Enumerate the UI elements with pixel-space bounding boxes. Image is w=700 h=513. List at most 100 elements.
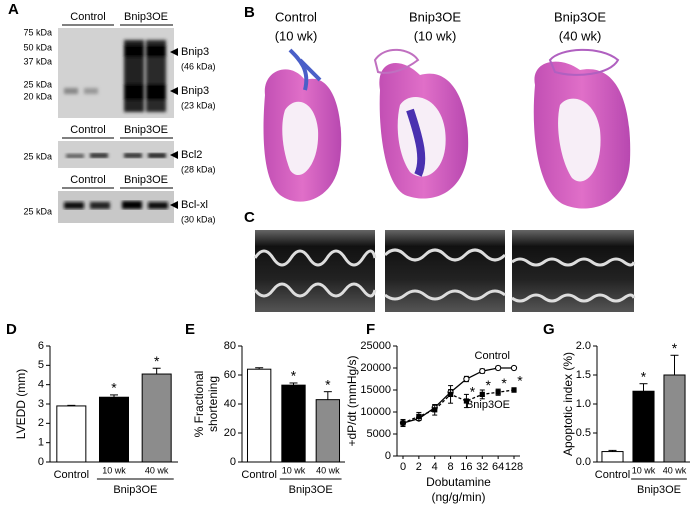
x-tick-label: 64 [492, 461, 504, 473]
section-title: Bnip3OE [409, 9, 461, 24]
x-tick-label: 8 [448, 461, 454, 473]
septum [406, 108, 426, 177]
marker [416, 413, 422, 419]
x-tick-label: 10 wk [632, 465, 656, 475]
group-label: Control [70, 124, 105, 136]
series-label: Bnip3OE [466, 399, 510, 411]
group-label: Bnip3OE [124, 124, 168, 136]
band-size: (46 kDa) [181, 61, 216, 71]
x-tick-label: Control [241, 469, 276, 481]
atrium [548, 48, 620, 76]
x-tick-label: Control [595, 469, 630, 481]
section-subtitle: (10 wk) [414, 28, 457, 43]
band-name: Bnip3 [181, 46, 209, 58]
bar [246, 368, 272, 463]
panel-label: F [366, 321, 375, 338]
significance: * [470, 384, 476, 400]
marker [495, 364, 502, 372]
x-tick-label: 40 wk [316, 465, 340, 475]
blot-bands [66, 153, 166, 158]
x-axis-label: (ng/g/min) [431, 490, 485, 504]
group-label: Bnip3OE [637, 484, 681, 496]
y-tick-label: 0.5 [576, 427, 591, 439]
marker-label: 20 kDa [23, 91, 52, 101]
y-tick-label: 2.0 [576, 340, 591, 352]
y-axis-label: Apoptotic index (%) [561, 352, 575, 456]
y-tick-label: 6 [38, 340, 44, 352]
ventricle [558, 98, 601, 182]
significance: * [325, 376, 331, 392]
marker [479, 391, 485, 397]
y-tick-label: 0 [38, 456, 44, 468]
band-name: Bcl2 [181, 149, 202, 161]
group-label: Bnip3OE [124, 174, 168, 186]
y-axis-label: shortening [206, 376, 220, 432]
y-tick-label: 60 [224, 369, 236, 381]
y-axis-label: LVEDD (mm) [14, 369, 28, 439]
y-tick-label: 0 [230, 456, 236, 468]
y-tick-label: 15000 [360, 384, 391, 396]
band-size: (23 kDa) [181, 100, 216, 110]
marker-label: 25 kDa [23, 79, 52, 89]
panel-label: C [244, 209, 255, 226]
panel-label: G [543, 321, 555, 338]
marker [463, 375, 470, 383]
marker-label: 25 kDa [23, 151, 52, 161]
marker-label: 75 kDa [23, 27, 52, 37]
y-tick-label: 80 [224, 340, 236, 352]
marker-label: 50 kDa [23, 42, 52, 52]
y-tick-label: 1 [38, 437, 44, 449]
x-tick-label: 128 [505, 461, 523, 473]
blot-bands [64, 201, 168, 209]
x-tick-label: 16 [460, 461, 472, 473]
marker [447, 391, 454, 397]
vessel [288, 48, 322, 91]
y-tick-label: 0.0 [576, 456, 591, 468]
x-tick-label: 0 [400, 461, 406, 473]
marker [463, 398, 470, 404]
marker [511, 387, 517, 393]
panel-label: E [185, 321, 195, 338]
significance: * [641, 368, 647, 384]
marker-label: 25 kDa [23, 206, 52, 216]
significance: * [672, 340, 678, 356]
echo-image [255, 230, 375, 312]
x-tick-label: 32 [476, 461, 488, 473]
western-blot: Control Bnip3OE 75 kDa 50 kDa 37 kDa 25 … [23, 11, 215, 224]
ventricle [282, 101, 319, 176]
x-tick-label: 40 wk [145, 465, 169, 475]
significance: * [111, 380, 117, 396]
bar [56, 405, 87, 463]
significance: * [291, 368, 297, 384]
section-title: Control [275, 9, 317, 24]
x-tick-label: 4 [432, 461, 438, 473]
y-tick-label: 5 [38, 359, 44, 371]
significance: * [501, 375, 507, 391]
significance: * [486, 377, 492, 393]
x-tick-label: 40 wk [663, 465, 687, 475]
marker [432, 407, 438, 413]
panel-label: A [8, 1, 19, 18]
section-title: Bnip3OE [554, 9, 606, 24]
bar [315, 399, 341, 463]
group-label: Bnip3OE [124, 11, 168, 23]
arrow [170, 201, 178, 209]
echocardiogram [253, 230, 636, 312]
x-tick-label: 2 [416, 461, 422, 473]
y-tick-label: 2 [38, 417, 44, 429]
y-axis-label: +dP/dt (mmHg/s) [345, 355, 359, 446]
echo-image [512, 230, 634, 312]
series-label: Control [475, 350, 510, 362]
y-tick-label: 4 [38, 379, 44, 391]
bar [141, 373, 172, 463]
marker-label: 37 kDa [23, 56, 52, 66]
marker [495, 389, 501, 395]
blot-bands [64, 40, 166, 112]
group-label: Bnip3OE [113, 484, 157, 496]
y-tick-label: 3 [38, 398, 44, 410]
bar [632, 390, 655, 463]
y-axis-label: % Fractional [192, 371, 206, 438]
bar [601, 451, 624, 463]
